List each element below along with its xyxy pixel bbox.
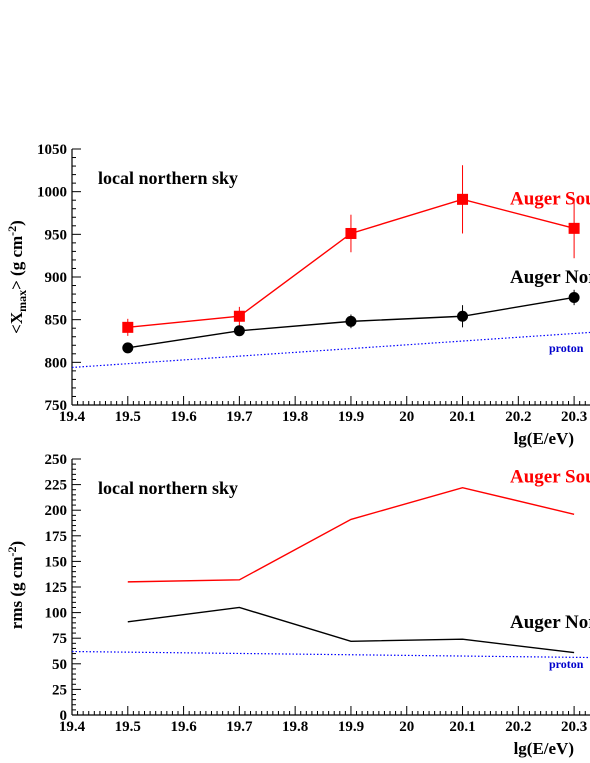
series-proton-label: proton [549,341,584,355]
series-auger-north-line [127,606,575,654]
series-auger-south-line [127,486,575,583]
y-axis-title: rms (g cm-2) [5,541,26,629]
y-tick-label: 175 [45,529,68,545]
series-proton-label: proton [549,657,584,671]
x-tick-label: 20.2 [505,719,531,735]
series-auger-north-point [233,325,245,337]
y-tick-label: 1050 [37,142,67,158]
x-tick-label: 19.7 [226,719,253,735]
x-tick-label: 20.3 [561,719,587,735]
y-tick-label: 950 [45,227,68,243]
series-auger-south-point [568,222,580,234]
series-auger-north-label: Auger North [510,612,590,633]
x-tick-label: 19.5 [115,409,141,425]
y-tick-label: 200 [45,503,68,519]
y-axis-title-part: max [15,290,29,312]
series-auger-north-point [345,315,357,327]
y-axis-title-part: ) [7,541,26,547]
x-tick-label: 19.9 [338,409,364,425]
y-tick-label: 0 [60,708,68,724]
panel-title: local northern sky [98,478,238,498]
x-tick-label: 20 [399,719,414,735]
y-tick-label: 100 [45,606,68,622]
series-auger-south-point [457,193,469,205]
panel-title: local northern sky [98,168,238,188]
y-axis-title-part: <X [7,311,26,334]
x-tick-label: 20.1 [449,719,475,735]
series-auger-south-label: Auger South [510,467,590,488]
chart-panel-1: 19.4 19.5 19.6 19.7 19.8 19.9 20 20.1 20.2 20.3 75… [5,142,590,448]
x-tick-label: 19.4 [59,409,86,425]
x-tick-label: 19.4 [59,719,86,735]
series-auger-north-point [568,291,580,303]
y-axis-title-part: rms (g cm [7,556,26,629]
y-tick-label: 25 [52,682,67,698]
y-tick-label: 850 [45,313,68,329]
series-auger-south-point [345,227,357,239]
y-tick-label: 50 [52,657,67,673]
series-proton-line [71,650,590,659]
y-tick-label: 150 [45,554,68,570]
x-tick-label: 19.9 [338,719,364,735]
series-auger-north-label: Auger North [510,267,590,288]
y-tick-label: 1000 [37,185,67,201]
x-axis-title: lg(E/eV) [514,739,574,758]
series-auger-south-label: Auger South [510,188,590,209]
x-tick-label: 19.7 [226,409,253,425]
y-axis-title-part: -2 [5,226,19,236]
y-tick-label: 75 [52,631,67,647]
series-auger-north-point [122,342,134,354]
x-tick-label: 20.2 [505,409,531,425]
chart-panel-2: 19.4 19.5 19.6 19.7 19.8 19.9 20 20.1 20.2 20.3 0 2… [5,452,590,758]
x-tick-label: 20 [399,409,414,425]
y-tick-label: 900 [45,270,68,286]
y-tick-label: 800 [45,355,68,371]
x-tick-label: 19.8 [282,409,308,425]
series-auger-north-point [457,310,469,322]
x-tick-label: 19.5 [115,719,141,735]
x-tick-label: 19.6 [170,409,197,425]
x-tick-label: 20.3 [561,409,587,425]
y-tick-label: 250 [45,452,68,468]
x-tick-label: 19.6 [170,719,197,735]
series-auger-south-point [233,310,245,322]
x-tick-label: 19.8 [282,719,308,735]
y-axis-title-part: ) [7,220,26,226]
y-tick-label: 125 [45,580,68,596]
x-axis-title: lg(E/eV) [514,429,574,448]
y-axis-title-part: > (g cm [7,236,26,290]
series-auger-south-point [122,321,134,333]
y-tick-label: 225 [45,478,68,494]
y-tick-label: 750 [45,398,68,414]
x-tick-label: 20.1 [449,409,475,425]
y-axis-title-part: -2 [5,546,19,556]
series-proton-line [71,331,590,369]
y-axis-title: <Xmax> (g cm-2) [5,220,29,334]
